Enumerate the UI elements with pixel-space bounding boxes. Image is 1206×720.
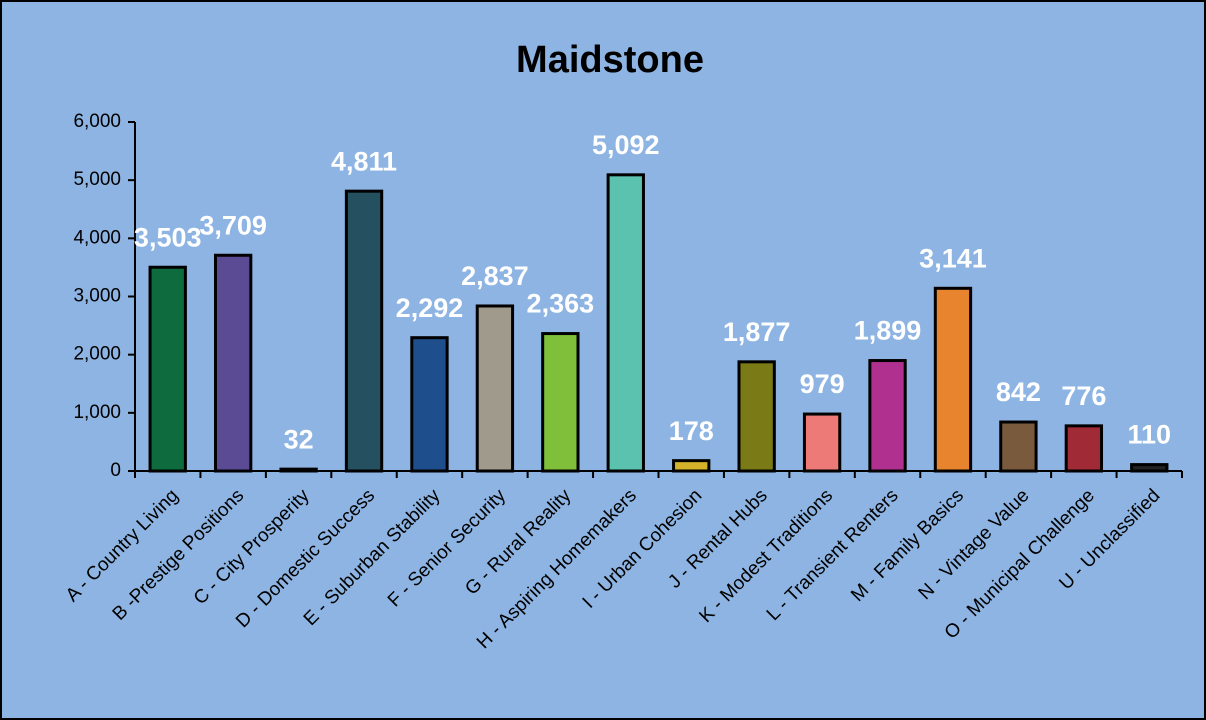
data-label: 3,141 bbox=[919, 243, 987, 273]
data-label: 5,092 bbox=[592, 130, 660, 160]
y-tick-label: 0 bbox=[110, 460, 121, 481]
bar bbox=[410, 336, 449, 473]
y-tick-label: 2,000 bbox=[73, 344, 121, 365]
data-label: 32 bbox=[284, 424, 314, 454]
y-tick-label: 6,000 bbox=[73, 111, 121, 132]
bar bbox=[1064, 424, 1104, 473]
bar bbox=[802, 412, 842, 473]
data-label: 3,709 bbox=[199, 210, 267, 240]
bar bbox=[148, 265, 187, 473]
bar bbox=[672, 459, 711, 473]
bar bbox=[213, 253, 253, 473]
bar bbox=[933, 286, 973, 473]
y-tick-label: 5,000 bbox=[73, 169, 121, 190]
y-tick-label: 3,000 bbox=[73, 286, 121, 307]
data-label: 1,899 bbox=[854, 316, 922, 346]
bar bbox=[279, 467, 318, 473]
bar bbox=[868, 359, 907, 473]
bar bbox=[737, 360, 776, 473]
data-label: 3,503 bbox=[134, 222, 202, 252]
y-tick-label: 4,000 bbox=[73, 227, 121, 248]
data-label: 979 bbox=[800, 369, 845, 399]
bar bbox=[999, 420, 1038, 473]
data-label: 4,811 bbox=[331, 146, 397, 176]
bar bbox=[606, 173, 645, 473]
data-label: 2,363 bbox=[527, 289, 595, 319]
data-label: 2,837 bbox=[461, 261, 529, 291]
data-label: 110 bbox=[1128, 420, 1172, 450]
y-tick-label: 1,000 bbox=[73, 402, 121, 423]
bar bbox=[475, 304, 515, 473]
bar bbox=[344, 189, 384, 473]
data-label: 178 bbox=[669, 416, 714, 446]
data-label: 1,877 bbox=[723, 317, 791, 347]
data-label: 842 bbox=[996, 377, 1041, 407]
bar bbox=[541, 332, 580, 473]
data-label: 2,292 bbox=[396, 293, 464, 323]
data-label: 776 bbox=[1061, 381, 1106, 411]
chart-title: Maidstone bbox=[516, 39, 704, 81]
bar bbox=[1130, 463, 1169, 473]
